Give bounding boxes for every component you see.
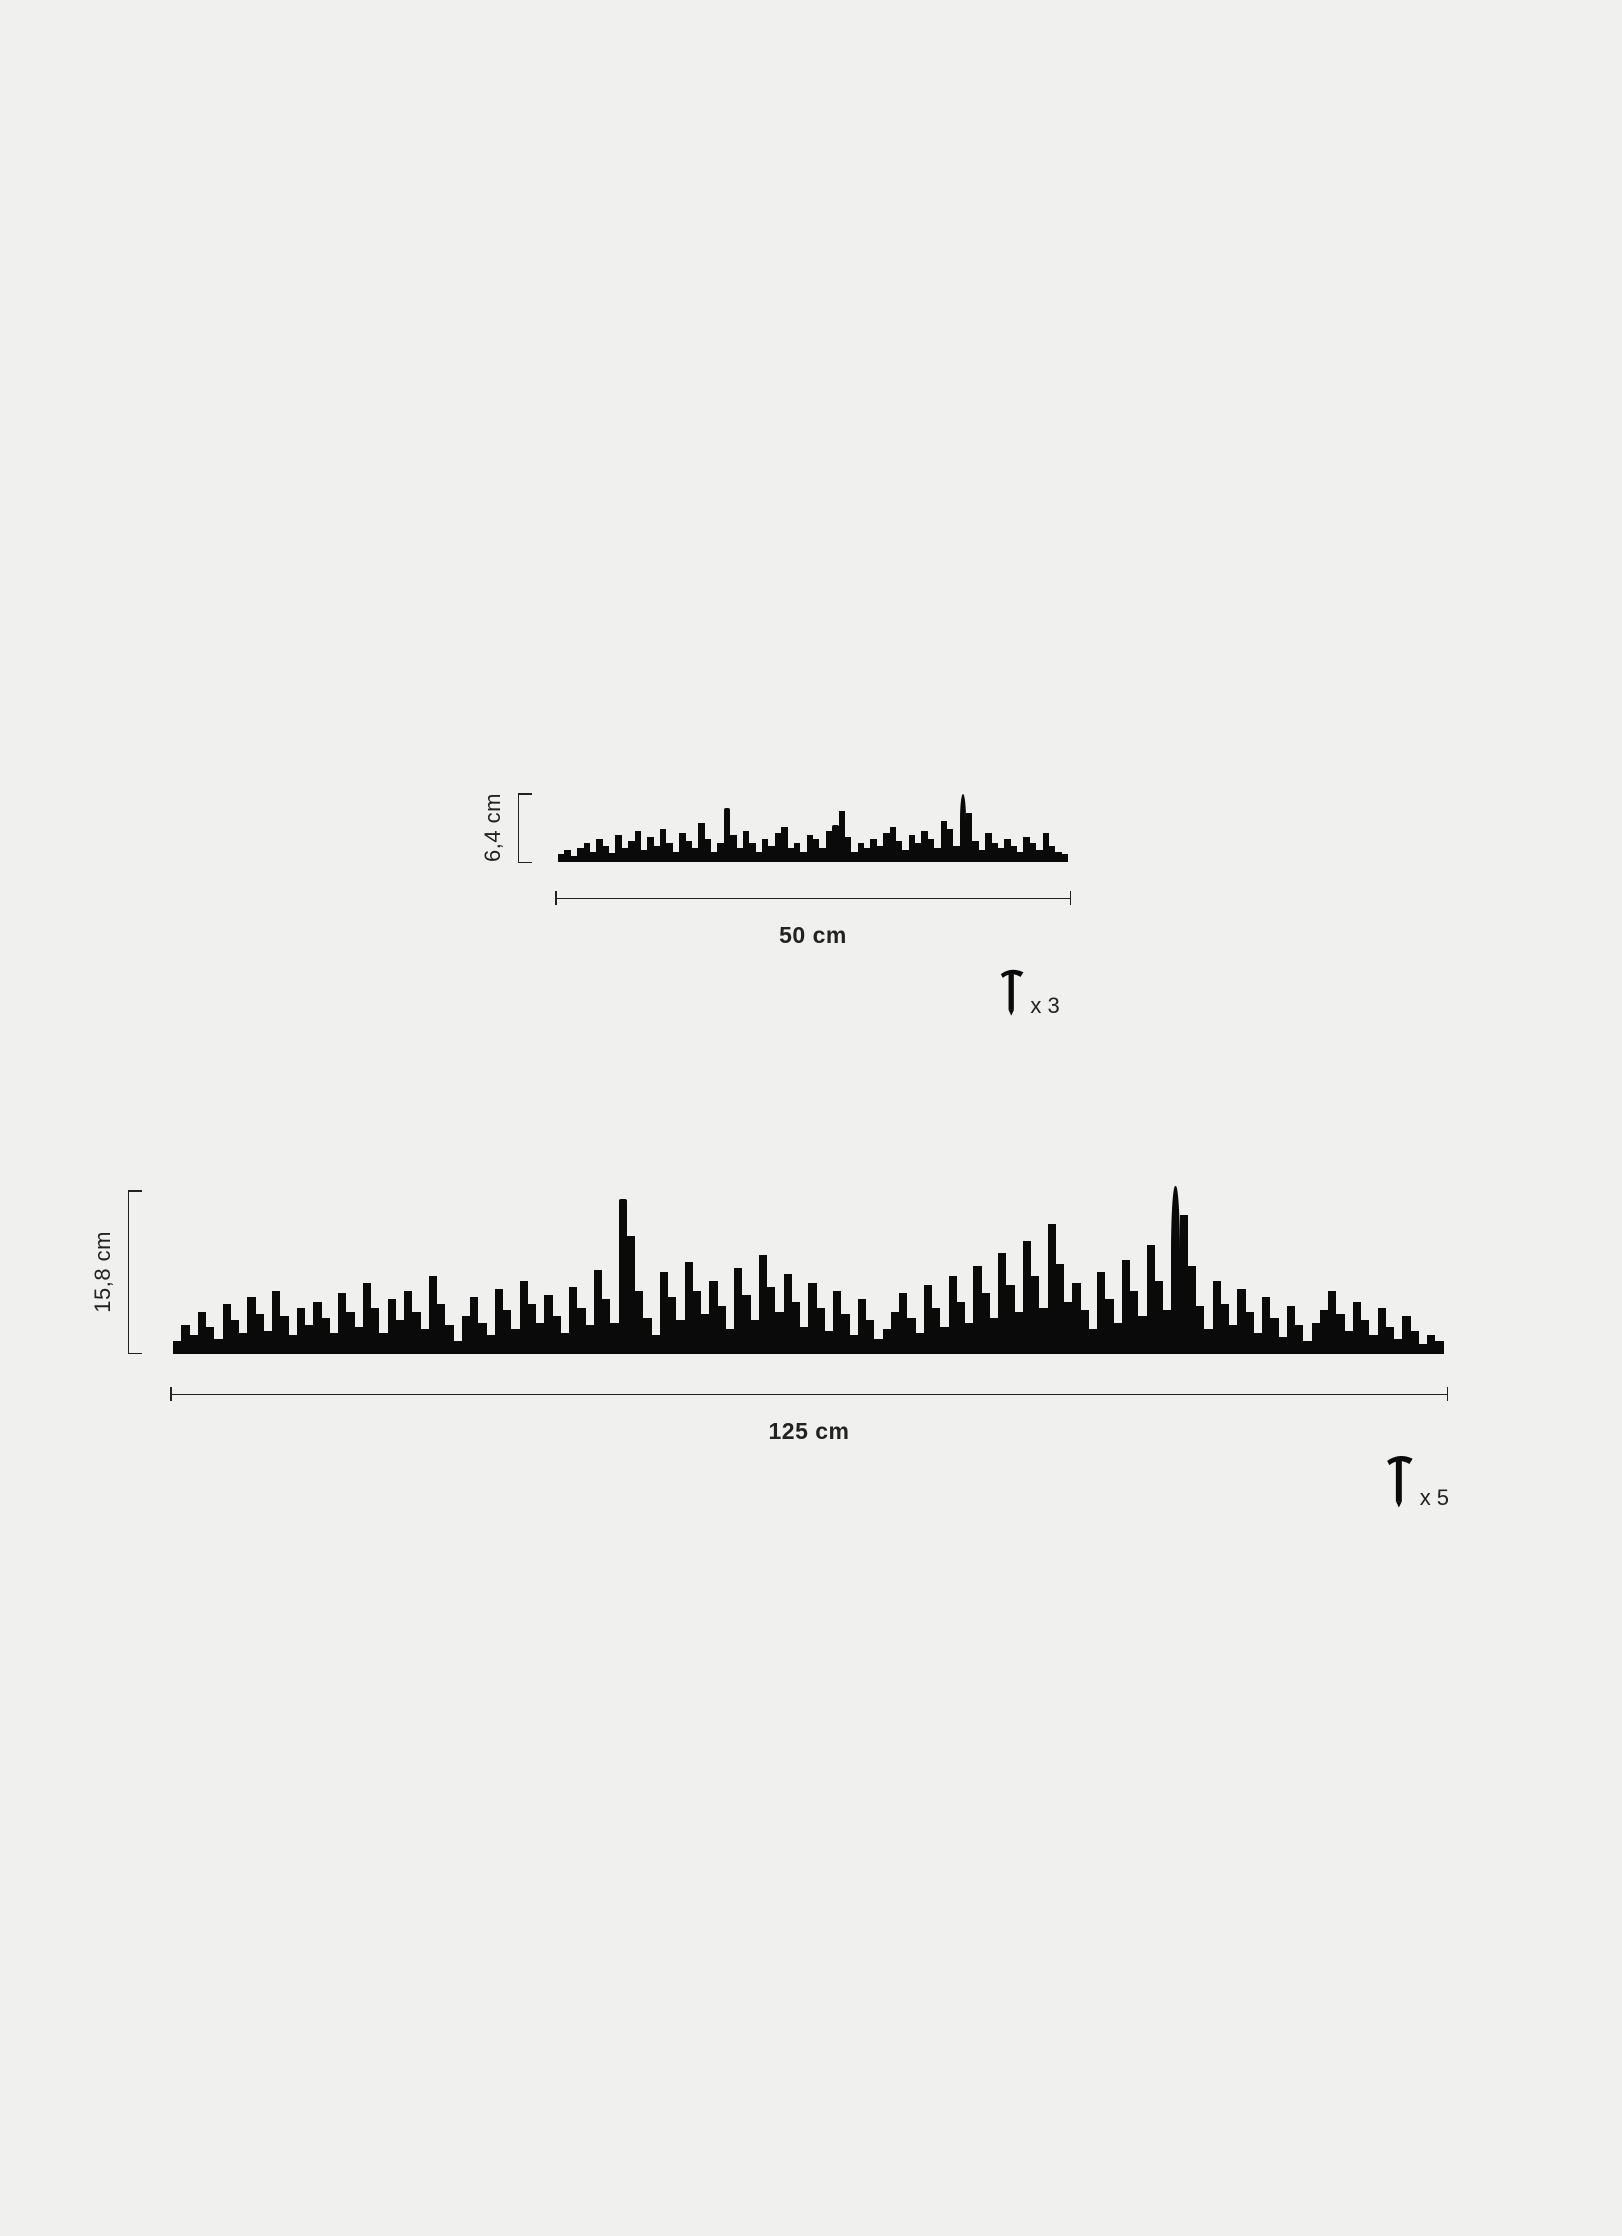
height-dimension-small: 6,4 cm	[480, 793, 532, 863]
nail-count-large: x 5	[1384, 1454, 1449, 1513]
skyline-silhouette-large	[173, 1186, 1445, 1354]
nail-icon	[1384, 1454, 1414, 1513]
nail-count-small: x 3	[998, 968, 1060, 1021]
height-label: 15,8 cm	[90, 1231, 116, 1313]
width-label: 50 cm	[555, 922, 1071, 949]
diagram-canvas: 6,4 cm 50 cm x 3 15,8 cm 125 cm x 5	[0, 0, 1622, 2236]
width-dimension-large: 125 cm	[170, 1394, 1448, 1445]
skyline-silhouette-small	[558, 794, 1068, 862]
nail-count-label: x 5	[1420, 1485, 1449, 1513]
height-dimension-large: 15,8 cm	[90, 1190, 142, 1354]
width-rule	[555, 898, 1071, 912]
width-label: 125 cm	[170, 1418, 1448, 1445]
width-rule	[170, 1394, 1448, 1408]
nail-icon	[998, 968, 1024, 1021]
height-label: 6,4 cm	[480, 793, 506, 862]
height-bracket	[518, 793, 532, 863]
height-bracket	[128, 1190, 142, 1354]
width-dimension-small: 50 cm	[555, 898, 1071, 949]
nail-count-label: x 3	[1030, 993, 1059, 1021]
